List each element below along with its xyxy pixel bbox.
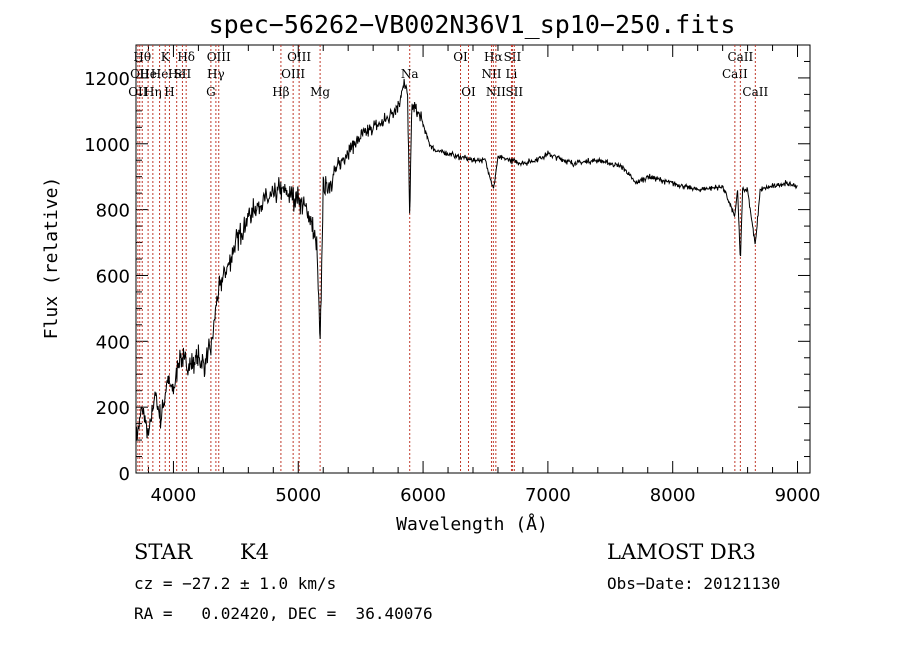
- spectral-line-label: SII: [504, 50, 522, 64]
- spectral-line-label: NII: [486, 85, 506, 99]
- spectrum-series: [135, 78, 798, 446]
- spectral-line-label: OIII: [207, 50, 231, 64]
- spectral-line-label: Na: [401, 67, 419, 81]
- obs-date: Obs−Date: 20121130: [607, 574, 780, 593]
- axis-ticks: 4000 5000 6000 7000 8000 9000 0 200 400 600 800 100…: [84, 45, 820, 506]
- spectral-line-label: CaII: [742, 85, 768, 99]
- spectral-line-label: Hη: [144, 85, 162, 99]
- spectral-line-label: He: [168, 67, 186, 81]
- spectral-line-label: He: [151, 67, 169, 81]
- y-tick-label: 800: [96, 201, 130, 222]
- y-tick-label: 400: [96, 332, 130, 353]
- spectral-line-label: Hδ: [177, 50, 195, 64]
- coordinates: RA = 0.02420, DEC = 36.40076: [134, 604, 433, 623]
- x-tick-label: 9000: [775, 485, 821, 506]
- redshift-cz: cz = −27.2 ± 1.0 km/s: [134, 574, 336, 593]
- spectral-line-label: Hα: [484, 50, 503, 64]
- spectral-line-label: SII: [174, 67, 192, 81]
- spectral-line-label: OI: [461, 85, 476, 99]
- spectral-line-label: OII: [130, 67, 150, 81]
- y-tick-label: 600: [96, 266, 130, 287]
- spectral-line-label: OIII: [281, 67, 305, 81]
- spectral-line-label: Hβ: [272, 85, 289, 99]
- spectral-line-label: OI: [453, 50, 468, 64]
- spectral-line-label: OIII: [287, 50, 311, 64]
- plot-axes: [135, 44, 811, 474]
- x-tick-label: 7000: [525, 485, 571, 506]
- spectral-line-label: CaII: [727, 50, 753, 64]
- x-tick-label: 4000: [151, 485, 197, 506]
- spectral-line-label: Mg: [310, 85, 330, 99]
- spectral-line-label: NII: [481, 67, 501, 81]
- spectral-line-label: SII: [505, 85, 523, 99]
- spectral-line-label: G: [206, 85, 216, 99]
- spectral-line-label: Hγ: [207, 67, 225, 81]
- y-tick-label: 0: [119, 464, 130, 485]
- spectral-line-label: CaII: [722, 67, 748, 81]
- x-tick-label: 6000: [400, 485, 446, 506]
- spectral-line-markers: HθOIIOIIHeHηHeKHHeSIIHδGHγOIIIHβOIIIOIII…: [128, 45, 768, 473]
- object-subclass: K4: [240, 540, 269, 564]
- x-axis-label: Wavelength (Å): [396, 513, 548, 535]
- object-class: STAR: [134, 540, 193, 564]
- spectral-line-label: H: [164, 85, 174, 99]
- y-axis-label: Flux (relative): [41, 177, 62, 340]
- x-tick-label: 5000: [275, 485, 321, 506]
- spectral-line-label: OII: [128, 85, 148, 99]
- spectral-line-label: K: [161, 50, 171, 64]
- y-tick-label: 1000: [84, 135, 130, 156]
- spectrum-line: [135, 78, 798, 446]
- chart-title: spec−56262−VB002N36V1_sp10−250.fits: [209, 10, 736, 39]
- x-tick-label: 8000: [650, 485, 696, 506]
- y-tick-label: 1200: [84, 69, 130, 90]
- y-tick-label: 200: [96, 398, 130, 419]
- plot-frame: [135, 44, 811, 474]
- survey-name: LAMOST DR3: [607, 540, 756, 564]
- spectral-line-label: Li: [506, 67, 518, 81]
